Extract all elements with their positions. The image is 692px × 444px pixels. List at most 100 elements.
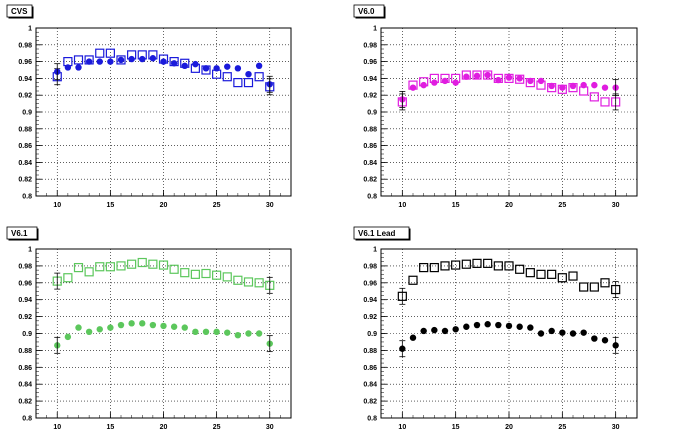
- data-point-open-square: [451, 260, 461, 270]
- data-point-filled-circle: [548, 82, 555, 90]
- data-point-open-square: [63, 273, 73, 283]
- data-point-open-square: [483, 70, 493, 80]
- data-point-open-square: [127, 259, 137, 269]
- data-point-filled-circle: [117, 321, 125, 329]
- y-tick-label: 0.94: [18, 297, 32, 304]
- data-point-open-square: [536, 269, 546, 279]
- chart-panel-3: 0.8 0.82 0.84 0.86 0.88 0.9 0.92 0.94 0.96 0.98 1 1…: [6, 226, 292, 431]
- data-point-filled-circle: [160, 322, 167, 330]
- data-point-filled-circle: [64, 64, 72, 71]
- data-point-open-square: [493, 261, 503, 271]
- y-tick-label: 0.9: [367, 331, 377, 338]
- data-point-filled-circle: [75, 64, 82, 71]
- x-tick-label: 30: [266, 424, 274, 431]
- data-point-filled-circle: [245, 330, 252, 337]
- data-point-filled-circle: [420, 81, 427, 89]
- x-tick-label: 25: [213, 202, 221, 209]
- y-tick-label: 0.8: [22, 194, 32, 201]
- data-point-filled-circle: [591, 335, 598, 342]
- data-point-filled-circle: [431, 326, 438, 334]
- data-point-open-square: [547, 269, 557, 279]
- chart-title: CVS: [11, 7, 28, 16]
- x-tick-label: 25: [558, 424, 566, 431]
- data-point-open-square: [73, 262, 84, 273]
- x-tick-label: 10: [398, 202, 406, 209]
- data-point-open-square: [557, 273, 567, 283]
- data-point-filled-circle: [580, 81, 587, 89]
- x-tick-label: 30: [266, 202, 274, 209]
- x-tick-label: 20: [160, 202, 168, 209]
- data-point-open-square: [254, 278, 264, 288]
- title-box: [6, 226, 38, 240]
- y-tick-label: 0.9: [22, 110, 32, 117]
- data-point-filled-circle: [505, 322, 513, 330]
- data-point-open-square: [105, 48, 115, 58]
- data-point-filled-circle: [537, 330, 545, 337]
- data-point-filled-circle: [463, 73, 470, 80]
- chart-title: V6.1 Lead: [358, 229, 395, 238]
- data-point-filled-circle: [495, 321, 502, 329]
- data-point-filled-circle: [527, 324, 534, 331]
- data-point-filled-circle: [484, 321, 491, 328]
- data-point-filled-circle: [64, 333, 72, 341]
- y-tick-label: 0.86: [363, 365, 377, 372]
- data-point-filled-circle: [202, 65, 210, 72]
- data-point-filled-circle: [441, 77, 449, 85]
- y-tick-label: 0.84: [363, 382, 377, 389]
- data-point-open-square: [408, 275, 418, 285]
- y-tick-label: 0.92: [18, 314, 32, 321]
- y-tick-label: 0.9: [22, 331, 32, 338]
- data-point-filled-circle: [149, 55, 157, 62]
- chart-title: V6.0: [358, 7, 375, 16]
- data-point-filled-circle: [569, 330, 577, 337]
- data-point-filled-circle: [255, 330, 263, 337]
- data-point-filled-circle: [591, 81, 598, 89]
- x-tick-label: 30: [612, 202, 620, 209]
- chart-title: V6.1: [11, 229, 28, 238]
- x-tick-label: 10: [53, 424, 61, 431]
- data-point-filled-circle: [409, 84, 417, 91]
- y-tick-label: 0.8: [367, 416, 377, 423]
- data-point-filled-circle: [128, 55, 135, 63]
- x-tick-label: 15: [452, 424, 460, 431]
- y-tick-label: 0.8: [22, 416, 32, 423]
- data-point-filled-circle: [139, 320, 146, 327]
- data-point-filled-circle: [160, 58, 167, 65]
- data-point-open-square: [180, 268, 190, 278]
- data-point-filled-circle: [420, 327, 427, 335]
- data-point-filled-circle: [96, 326, 103, 333]
- data-point-open-square: [419, 262, 429, 273]
- x-tick-label: 10: [53, 202, 61, 209]
- data-point-filled-circle: [117, 56, 125, 64]
- data-point-filled-circle: [170, 60, 178, 67]
- data-point-open-square: [116, 55, 126, 65]
- y-tick-label: 0.96: [363, 59, 377, 66]
- data-point-filled-circle: [107, 324, 114, 331]
- y-tick-label: 0.82: [18, 177, 32, 184]
- data-point-open-square: [525, 268, 535, 278]
- data-point-open-square: [137, 257, 147, 268]
- data-point-filled-circle: [107, 58, 114, 65]
- y-tick-label: 0.82: [363, 399, 377, 406]
- data-point-filled-circle: [601, 84, 609, 91]
- y-tick-label: 0.88: [363, 348, 377, 355]
- data-point-filled-circle: [484, 71, 491, 79]
- data-point-open-square: [158, 260, 169, 270]
- data-point-open-square: [73, 55, 84, 65]
- y-tick-label: 1: [28, 26, 32, 33]
- title-box: [353, 4, 385, 18]
- data-point-filled-circle: [559, 84, 566, 91]
- data-point-filled-circle: [139, 55, 146, 63]
- chart-panel-2: 0.8 0.82 0.84 0.86 0.88 0.9 0.92 0.94 0.96 0.98 1 1…: [353, 4, 638, 209]
- data-point-filled-circle: [170, 323, 178, 330]
- data-point-filled-circle: [245, 71, 252, 78]
- data-point-open-square: [243, 277, 254, 287]
- data-point-open-square: [579, 282, 589, 292]
- data-point-open-square: [169, 264, 179, 274]
- x-tick-label: 20: [505, 424, 513, 431]
- data-point-filled-circle: [527, 77, 534, 85]
- data-point-filled-circle: [473, 321, 481, 329]
- data-point-filled-circle: [537, 77, 545, 85]
- data-point-filled-circle: [559, 329, 566, 336]
